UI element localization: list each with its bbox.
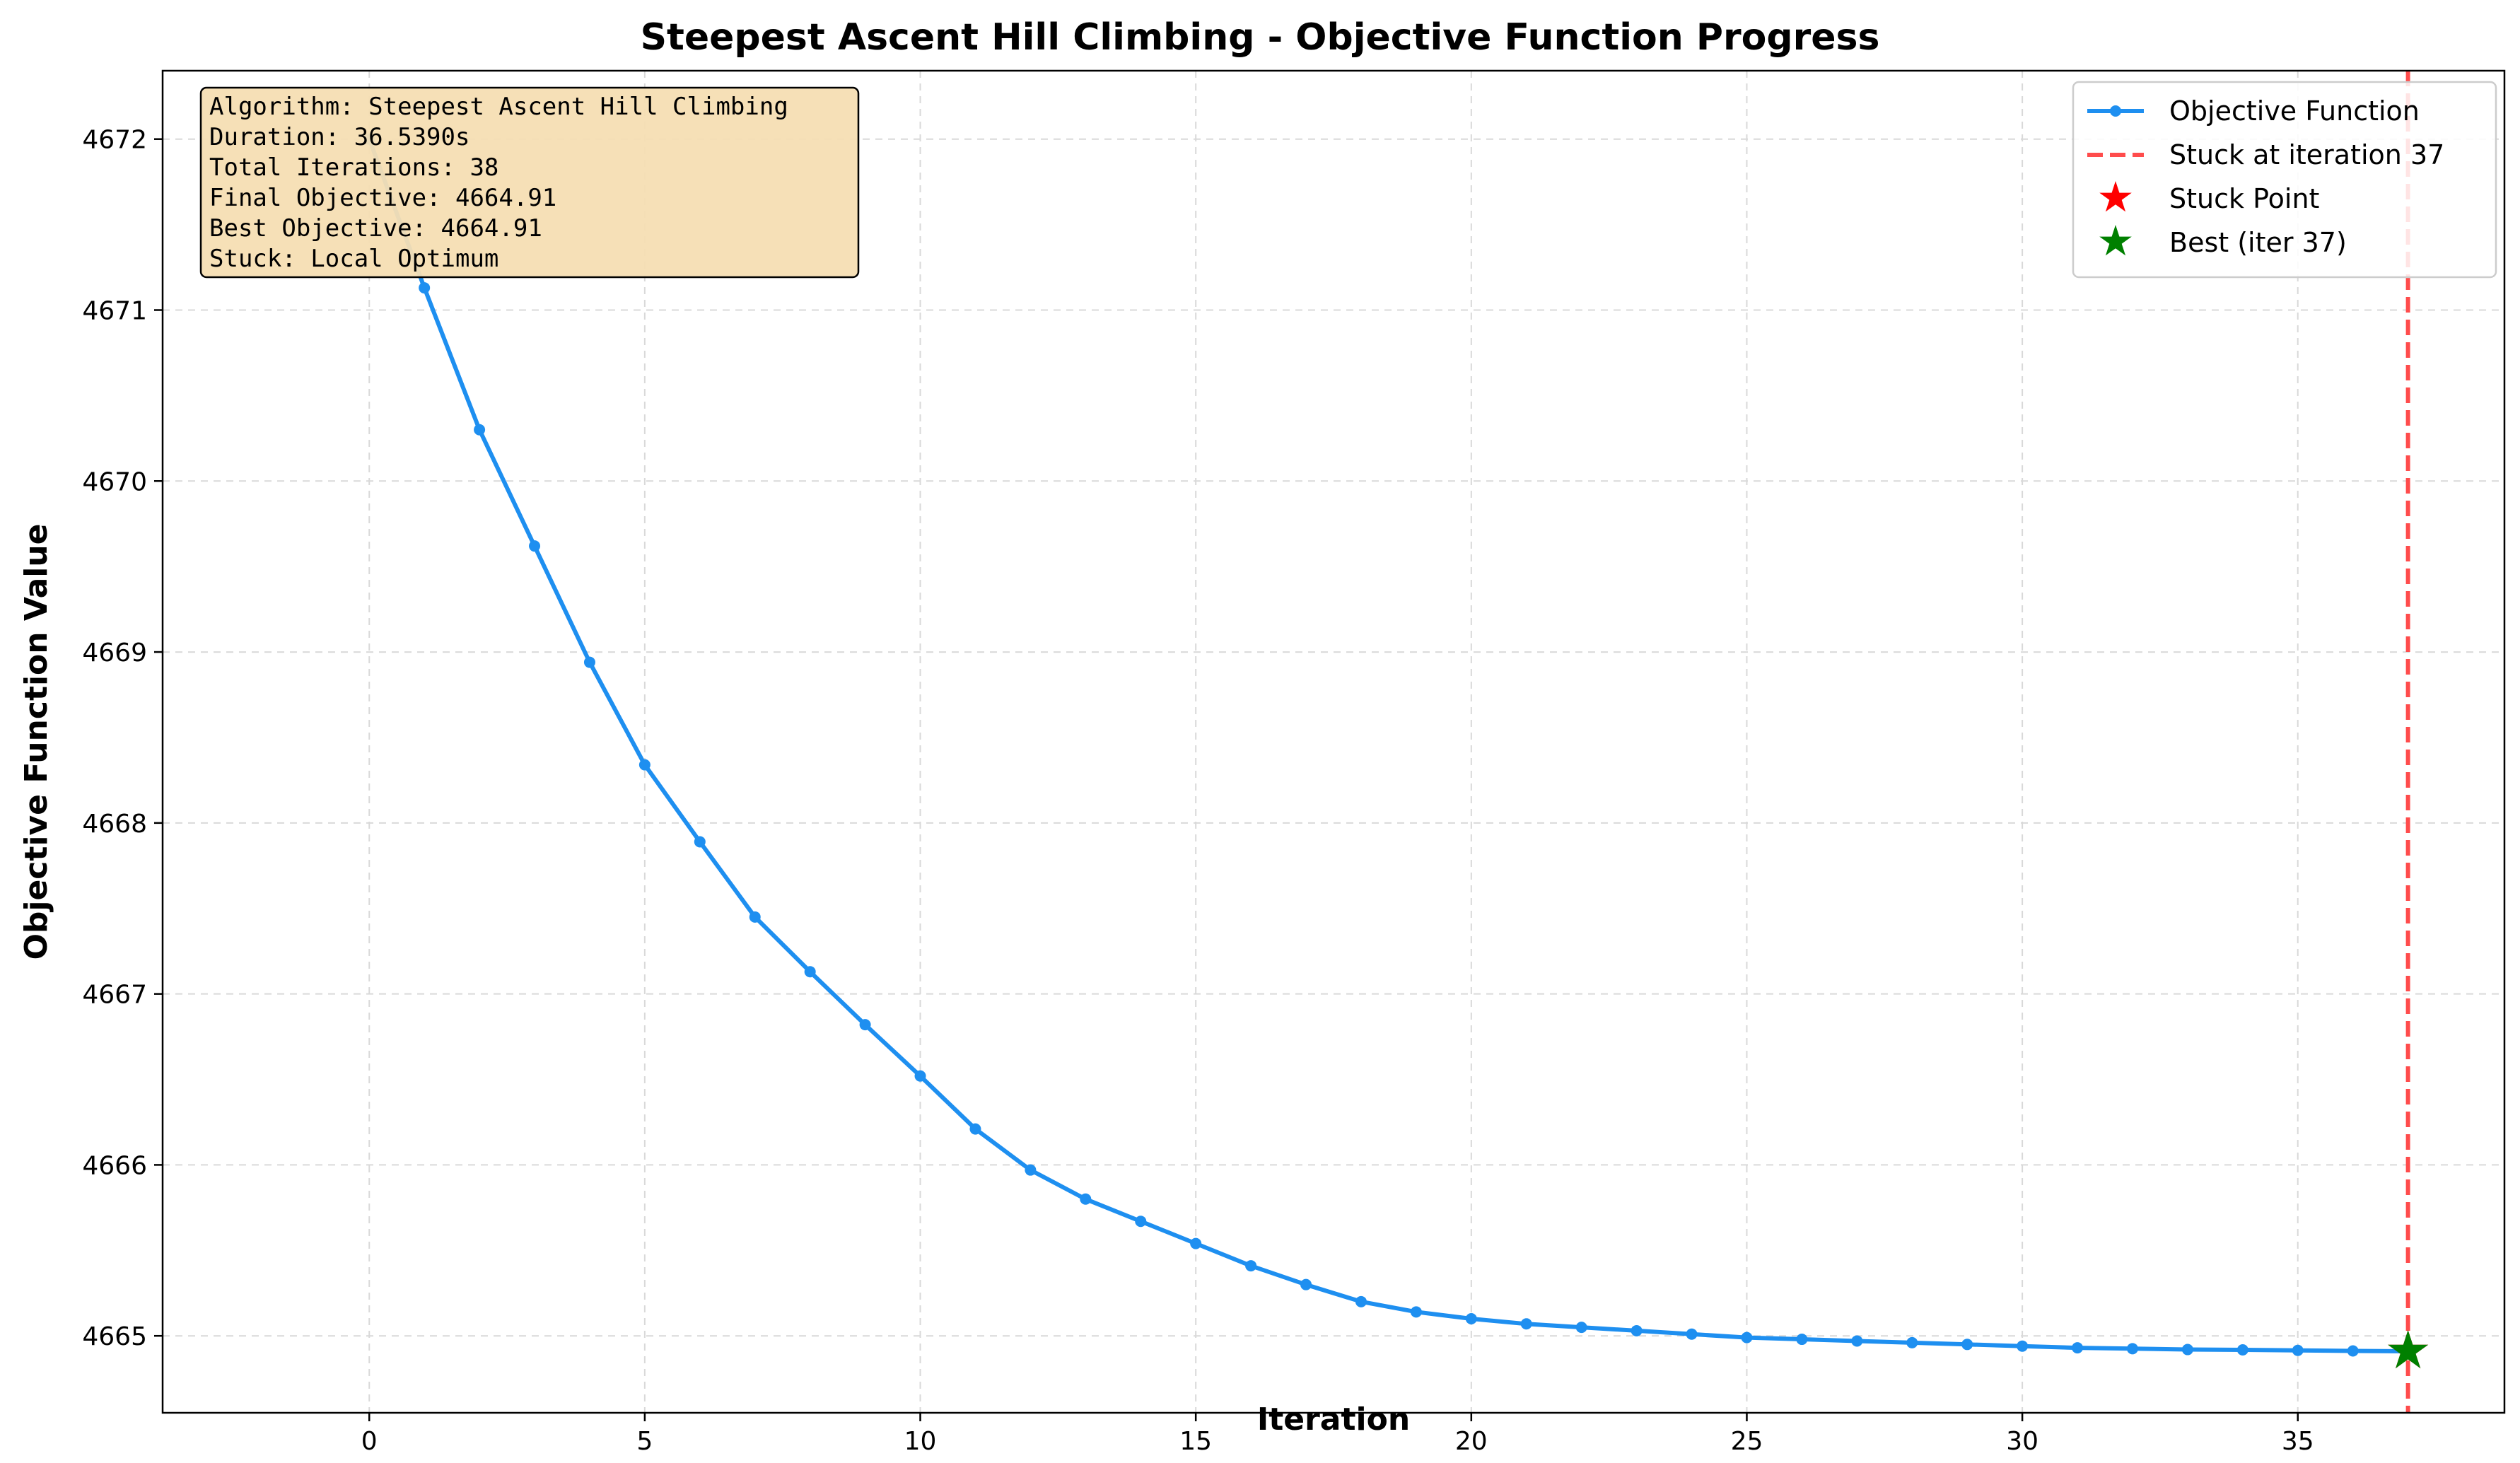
y-tick-label: 4672 (82, 126, 147, 155)
legend-swatch-objective-marker (2110, 105, 2121, 117)
marker-layer (2388, 71, 2429, 1413)
objective-point (1355, 1295, 1367, 1307)
best-point-star (2388, 1330, 2429, 1369)
legend-swatch-best-star (2099, 225, 2132, 256)
x-tick-label: 15 (1179, 1427, 1212, 1456)
y-tick-label: 4669 (82, 639, 147, 668)
legend-label-best: Best (iter 37) (2169, 227, 2347, 258)
x-tick-label: 20 (1455, 1427, 1488, 1456)
objective-point (1741, 1331, 1753, 1343)
info-line-best-objective: Best Objective: 4664.91 (209, 214, 542, 243)
objective-point (1686, 1328, 1698, 1340)
legend-label-stuck-point: Stuck Point (2169, 183, 2319, 214)
objective-point (529, 540, 541, 552)
objective-point (859, 1019, 871, 1031)
objective-point (1410, 1306, 1422, 1318)
info-line-iterations: Total Iterations: 38 (209, 153, 498, 182)
objective-point (694, 836, 706, 848)
objective-point (1520, 1318, 1532, 1330)
y-ticks: 4665 4666 4667 4668 4669 4670 4671 4672 (82, 126, 163, 1351)
x-tick-label: 10 (904, 1427, 937, 1456)
objective-point (2017, 1340, 2029, 1352)
objective-point (1135, 1216, 1147, 1228)
objective-point (419, 282, 431, 294)
objective-point (1190, 1237, 1202, 1249)
plot-frame (161, 69, 2506, 1414)
y-tick-label: 4670 (82, 467, 147, 496)
y-tick-label: 4667 (82, 981, 147, 1010)
info-line-duration: Duration: 36.5390s (209, 123, 469, 151)
objective-point (1465, 1313, 1477, 1325)
x-axis-label: Iteration (1257, 1401, 1410, 1438)
objective-point (804, 966, 816, 978)
legend: Objective Function Stuck at iteration 37… (2072, 81, 2497, 279)
objective-point (749, 911, 761, 923)
objective-point (1631, 1324, 1643, 1336)
info-box-background (199, 86, 860, 279)
legend-label-objective: Objective Function (2169, 95, 2420, 127)
objective-point (1080, 1193, 1092, 1205)
objective-point (638, 759, 651, 771)
objective-point (1245, 1260, 1257, 1272)
y-tick-label: 4668 (82, 810, 147, 839)
x-tick-label: 0 (361, 1427, 378, 1456)
legend-label-stuck-line: Stuck at iteration 37 (2169, 139, 2444, 170)
objective-point (1796, 1334, 1808, 1346)
legend-frame (2072, 81, 2497, 279)
x-tick-label: 30 (2006, 1427, 2038, 1456)
objective-point (969, 1123, 981, 1135)
objective-point (583, 656, 595, 668)
info-line-algorithm: Algorithm: Steepest Ascent Hill Climbing (209, 93, 788, 121)
y-tick-label: 4666 (82, 1151, 147, 1180)
objective-point (2126, 1343, 2138, 1355)
info-line-stuck: Stuck: Local Optimum (209, 245, 498, 273)
objective-point (2347, 1345, 2359, 1357)
x-tick-label: 35 (2282, 1427, 2314, 1456)
objective-point (1961, 1339, 1973, 1351)
objective-point (2072, 1342, 2084, 1354)
y-axis-label: Objective Function Value (18, 523, 54, 960)
objective-point (1906, 1336, 1918, 1348)
x-ticks: 0 5 10 15 20 25 30 35 (361, 1413, 2314, 1456)
objective-point (1300, 1278, 1312, 1290)
chart-title: Steepest Ascent Hill Climbing - Objectiv… (641, 16, 1880, 59)
objective-point (2292, 1344, 2304, 1356)
objective-point (914, 1070, 926, 1082)
objective-point (1025, 1164, 1037, 1176)
y-tick-label: 4671 (82, 296, 147, 325)
y-tick-label: 4665 (82, 1322, 147, 1351)
info-line-final-objective: Final Objective: 4664.91 (209, 184, 556, 212)
objective-point (2236, 1344, 2248, 1356)
legend-swatch-stuck-star (2099, 181, 2132, 212)
x-tick-label: 5 (636, 1427, 653, 1456)
objective-point (1575, 1322, 1587, 1334)
objective-point (474, 424, 486, 436)
info-box: Algorithm: Steepest Ascent Hill Climbing… (199, 86, 860, 279)
objective-line (367, 138, 2408, 1353)
objective-point (1851, 1335, 1863, 1347)
objective-point (2181, 1343, 2193, 1356)
x-tick-label: 25 (1731, 1427, 1763, 1456)
series-layer (363, 133, 2414, 1357)
